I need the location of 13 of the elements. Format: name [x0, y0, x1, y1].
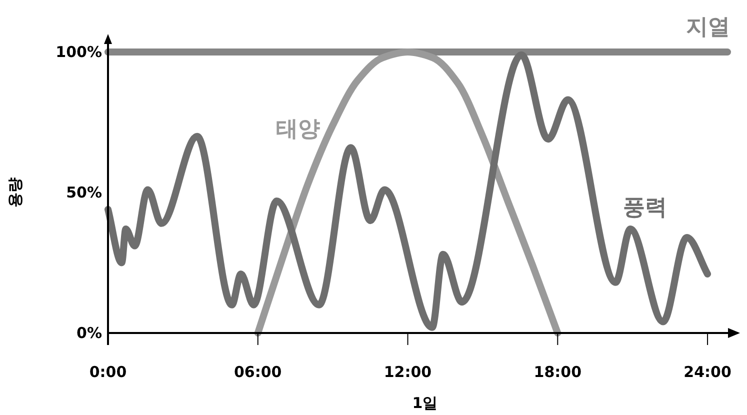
x-tick-label: 12:00 — [384, 363, 432, 381]
y-tick-label: 100% — [56, 43, 102, 62]
y-tick-label: 0% — [76, 324, 102, 342]
series-label: 태양 — [276, 116, 320, 142]
x-tick-label: 24:00 — [684, 363, 732, 381]
series-label: 지열 — [686, 15, 730, 40]
x-tick-label: 18:00 — [534, 363, 582, 381]
y-axis-title: 용량 — [6, 178, 24, 208]
y-tick-label: 50% — [66, 184, 102, 202]
x-axis-title: 1일 — [412, 394, 438, 412]
x-tick-label: 0:00 — [89, 363, 127, 381]
x-tick-label: 06:00 — [234, 363, 282, 381]
series-label: 풍력 — [623, 196, 668, 221]
